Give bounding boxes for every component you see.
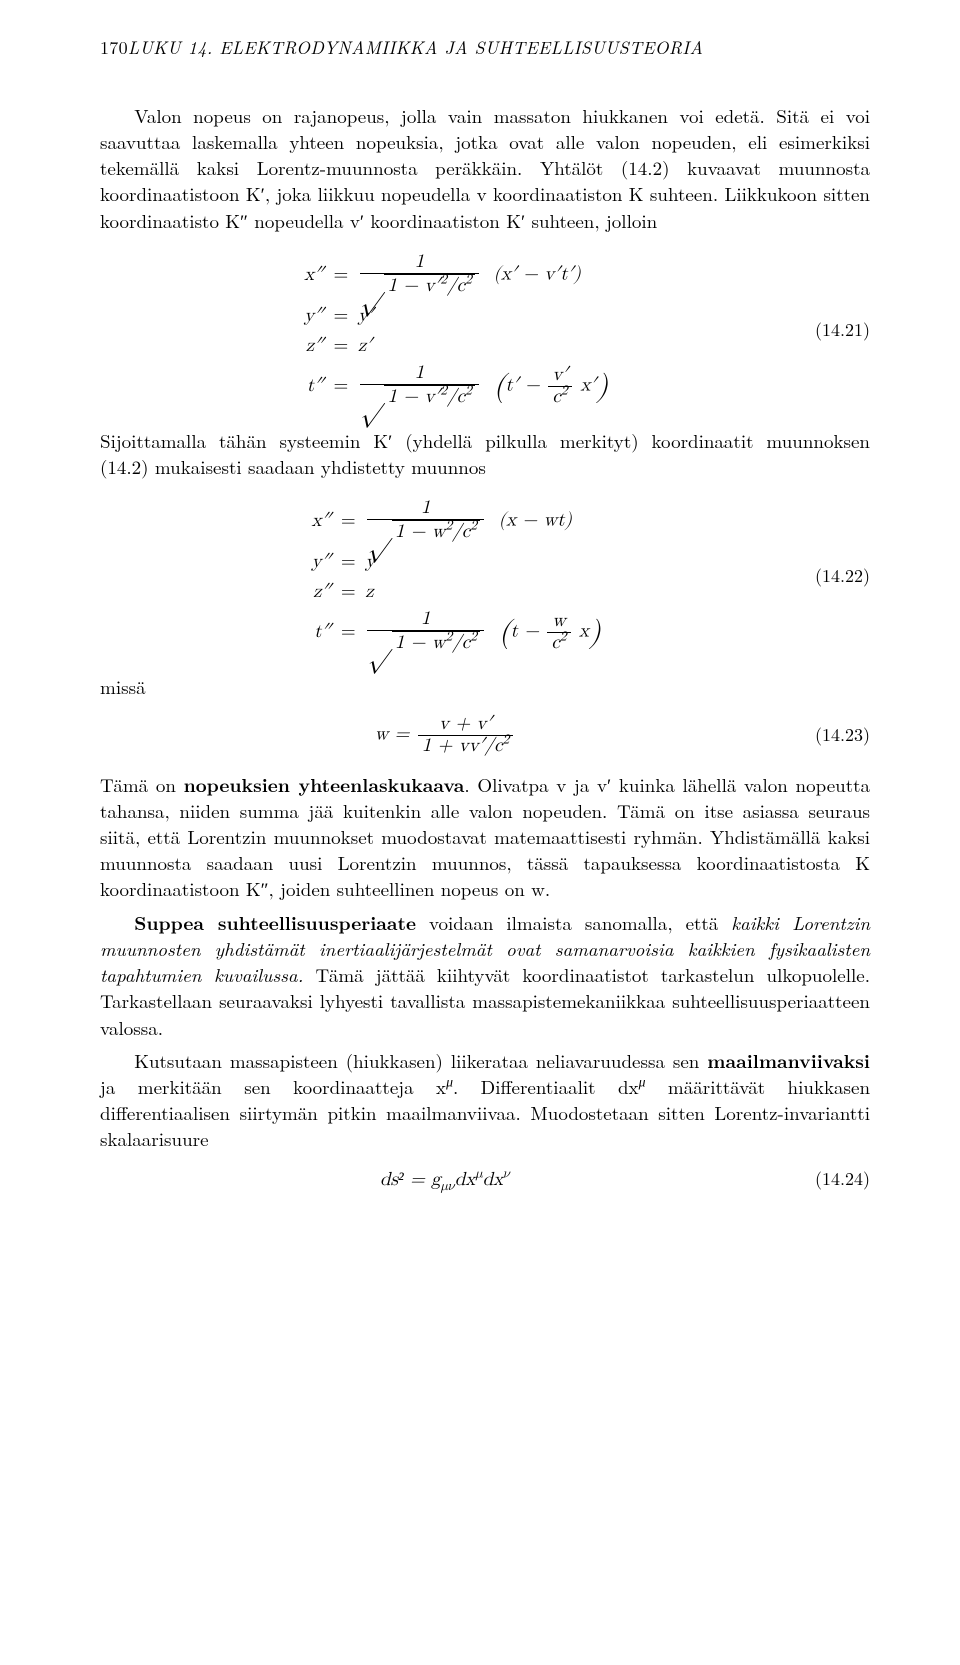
eq-lhs: z″	[282, 333, 324, 359]
document-page: 170LUKU 14. ELEKTRODYNAMIIKKA JA SUHTEEL…	[0, 0, 960, 1665]
paragraph-3: missä	[100, 674, 870, 700]
text-span: voidaan ilmaista sanomalla, että	[416, 909, 731, 936]
eq-lhs: y″	[282, 303, 324, 329]
page-number: 170	[100, 35, 128, 60]
eq-lhs: ds² = g	[380, 1170, 441, 1189]
header-title: LUKU 14. ELEKTRODYNAMIIKKA JA SUHTEELLIS…	[128, 35, 703, 60]
bold-term: Suppea suhteellisuusperiaate	[134, 908, 416, 936]
equation-14-22: x″ = 1 √1 − w2/c2 (x − wt) y″ = y	[100, 494, 870, 660]
equation-body: x″ = 1 √1 − w2/c2 (x − wt) y″ = y	[100, 494, 790, 660]
bold-term: maailmanviivaksi	[707, 1046, 870, 1074]
equation-body: w = v + v′ 1 + vv′/c2	[100, 714, 790, 757]
text-span: Kutsutaan massapisteen (hiukkasen) liike…	[134, 1047, 707, 1074]
equation-14-24: ds² = gμνdxμdxν (14.24)	[100, 1167, 870, 1193]
eq-rhs: y	[365, 549, 375, 575]
eq-lhs: t″	[289, 619, 331, 645]
paragraph-6: Kutsutaan massapisteen (hiukkasen) liike…	[100, 1047, 870, 1153]
text-span: ja merkitään sen koordinaatteja x	[100, 1073, 446, 1100]
eq-lhs: w =	[375, 724, 410, 743]
equation-14-23: w = v + v′ 1 + vv′/c2 (14.23)	[100, 714, 870, 757]
text-span: . Differentiaalit dx	[453, 1073, 639, 1100]
running-header: 170LUKU 14. ELEKTRODYNAMIIKKA JA SUHTEEL…	[100, 36, 870, 61]
equation-14-21: x″ = 1 √1 − v′2/c2 (x′ − v′t′) y″ = y′	[100, 248, 870, 414]
equation-body: x″ = 1 √1 − v′2/c2 (x′ − v′t′) y″ = y′	[100, 248, 790, 414]
paragraph-1: Valon nopeus on rajanopeus, jolla vain m…	[100, 103, 870, 234]
eq-lhs: z″	[289, 579, 331, 605]
eq-lhs: y″	[289, 549, 331, 575]
paragraph-4: Tämä on nopeuksien yhteenlaskukaava. Oli…	[100, 771, 870, 903]
paragraph-5: Suppea suhteellisuusperiaate voidaan ilm…	[100, 909, 870, 1041]
eq-lhs: x″	[282, 262, 324, 288]
equation-label: (14.22)	[790, 564, 870, 589]
eq-lhs: t″	[282, 373, 324, 399]
eq-lhs: x″	[289, 508, 331, 534]
eq-rhs: z	[365, 579, 373, 605]
eq-rhs: z′	[358, 333, 372, 359]
equation-label: (14.21)	[790, 318, 870, 343]
equation-label: (14.23)	[790, 723, 870, 748]
superscript: μ	[446, 1072, 453, 1091]
text-span: Tämä on	[100, 771, 184, 798]
paragraph-2: Sijoittamalla tähän systeemin K′ (yhdell…	[100, 428, 870, 480]
equation-label: (14.24)	[790, 1167, 870, 1192]
eq-rhs: y′	[358, 303, 374, 329]
equation-body: ds² = gμνdxμdxν	[100, 1167, 790, 1193]
bold-term: nopeuksien yhteenlaskukaava	[184, 770, 465, 798]
